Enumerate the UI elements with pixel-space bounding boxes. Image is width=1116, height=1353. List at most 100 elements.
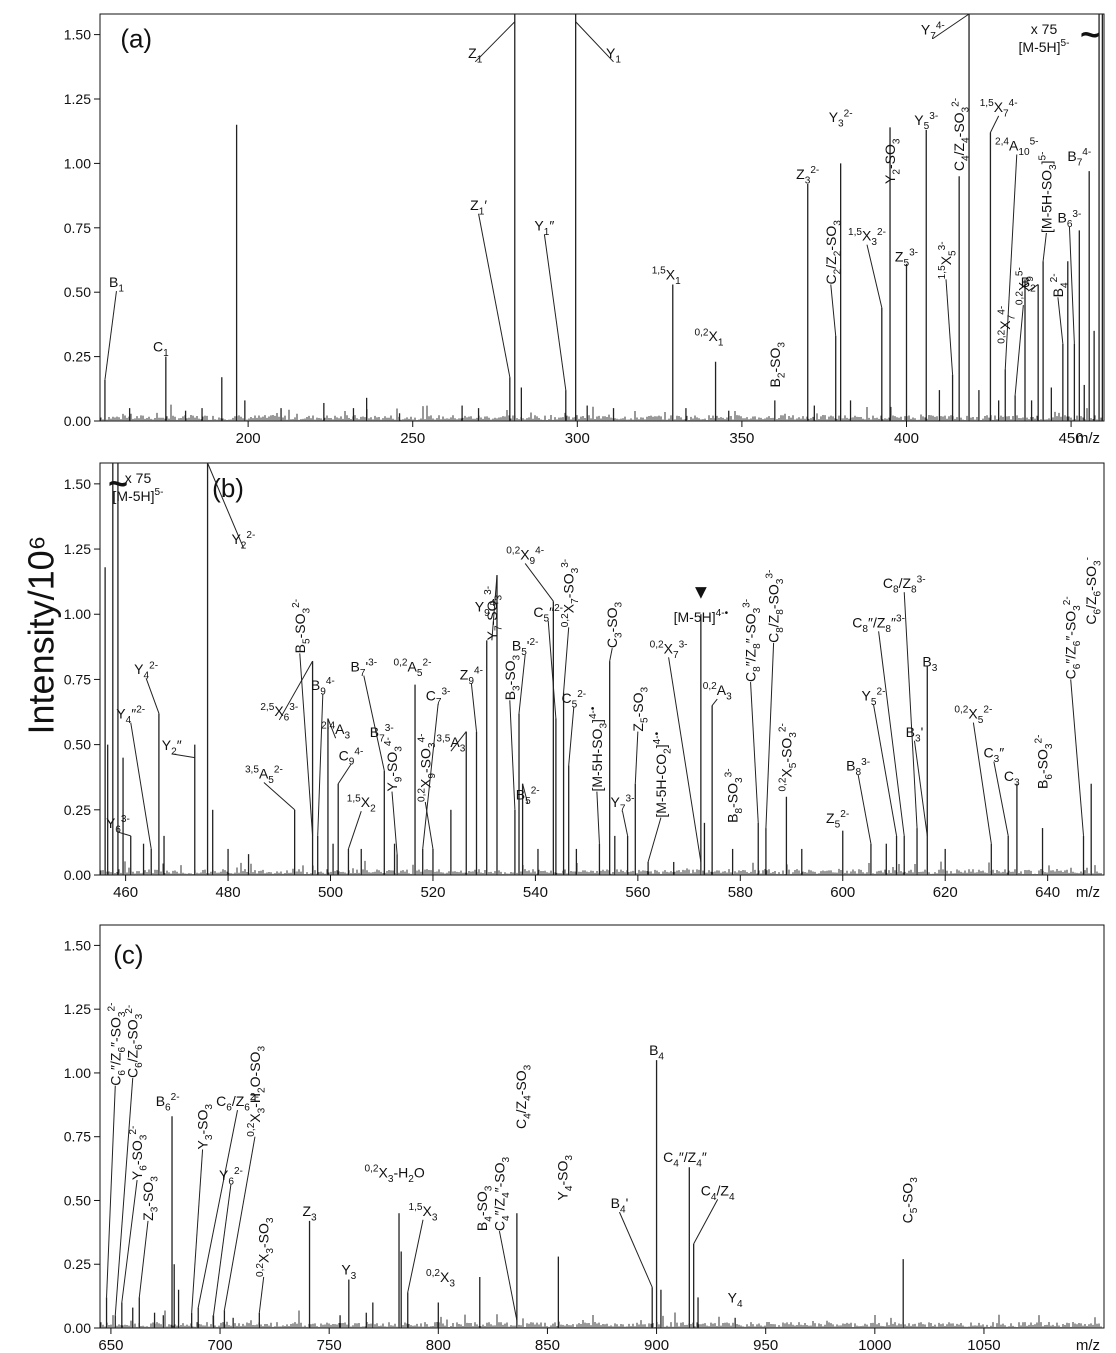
annotation-leader [408,1220,423,1293]
x-tick-label: 800 [426,1337,451,1353]
peak-annotation: 0,2X1 [694,327,723,348]
plot-frame [100,463,1104,875]
annotation-leader [1043,233,1046,261]
panel-label: (c) [113,939,143,969]
peak-annotation: 2,5X63- [260,702,298,723]
annotation-leader [946,279,953,374]
annotation-leader [694,1199,718,1243]
spectrum-panel-a: 0.000.250.500.751.001.251.50200 250 300 350… [0,0,1116,445]
annotation-leader [264,783,295,810]
annotation-leader [1071,679,1084,835]
peak-annotation: B8-SO33- [724,768,745,822]
x-tick-label: 950 [753,1337,778,1353]
annotation-leader [318,694,323,836]
peak-annotation: C73- [426,686,451,707]
peak-annotation: Z1′ [470,197,487,217]
y-tick-label: 1.50 [64,27,91,43]
annotation-leader [669,657,701,862]
peak-annotation: Y1 [606,45,621,65]
y-tick-label: 0.00 [64,1320,91,1336]
peak-annotation: C5″2- [533,603,563,624]
y-tick-label: 0.25 [64,1256,91,1272]
peak-annotation: B83- [846,757,870,778]
y-tick-label: 1.25 [64,1001,91,1017]
y-tick-label: 1.50 [64,937,91,953]
peak-annotation: C6″/Z6″-SO32- [1062,596,1083,679]
annotation-leader [648,818,661,862]
x-tick-label: 480 [216,884,241,901]
y-tick-label: 0.25 [64,349,91,365]
peak-annotation: C4″/Z4″ [663,1149,707,1169]
peak-annotation: 0,2X5-SO32- [778,723,799,791]
peak-annotation: 0,2X3-H2O-SO3 [246,1046,267,1137]
x-tick-label: 540 [523,884,548,901]
peak-annotation: B94- [311,676,335,697]
peak-annotation: B63- [1057,209,1081,230]
peak-annotation: Y53- [914,111,938,132]
peak-annotation: 0,2X9-SO34- [416,734,437,802]
annotation-leader [471,683,476,731]
peak-annotation: Z5-SO3 [630,687,650,732]
peak-annotation: B7'3- [351,658,378,679]
annotation-leader [192,1149,203,1312]
peak-annotation: C8/Z8-SO33- [765,570,786,643]
y-tick-label: 1.00 [64,1065,91,1081]
x-tick-label: 1000 [858,1337,891,1353]
y-tick-label: 0.00 [64,413,91,429]
x-tick-label: 640 [1035,884,1060,901]
annotation-leader [904,592,917,828]
x-tick-label: 580 [728,884,753,901]
y-tick-label: 1.25 [64,91,91,107]
peak-annotation: Y22- [231,530,255,551]
x-tick-label: 900 [644,1337,669,1353]
peak-annotation: Y2-SO3 [882,138,902,184]
peak-annotation: C4/Z4-SO3 [513,1064,533,1129]
peak-annotation: C8″/Z8″-SO33- [742,599,763,682]
annotation-leader [146,678,159,713]
annotation-leader [766,643,774,828]
annotation-leader [259,1277,263,1313]
annotation-leader [105,291,117,380]
peak-annotation: C94- [339,746,364,767]
peak-annotation: Z3-SO3 [140,1176,160,1221]
annotation-leader [712,699,717,705]
annotation-leader [751,682,759,823]
annotation-leader [519,655,525,714]
y-tick-label: 0.75 [64,671,91,687]
peak-annotation: [M-5H-CO2]4-• [652,731,673,817]
annotation-leader [831,284,836,336]
annotation-leader [425,802,433,849]
x-axis-unit: m/z [1076,1337,1100,1353]
peak-annotation: Y32- [829,108,853,129]
y-tick-label: 0.50 [64,737,91,753]
annotation-leader [115,1078,132,1315]
peak-annotation: 0,2X3 [426,1268,455,1289]
panel-label: (b) [212,473,244,503]
peak-annotation: Y4″2- [116,705,145,726]
peak-annotation: Y6-SO32- [128,1126,149,1180]
peak-annotation: 1,5X53- [937,241,958,279]
annotation-leader [139,1221,148,1298]
peak-annotation: 0,2X7-SO33- [560,559,581,627]
y-tick-label: 0.75 [64,1129,91,1145]
plot-frame [100,14,1104,421]
inset-ion-note: [M-5H]5- [1019,38,1070,55]
peak-annotation: B5-SO32- [291,599,312,653]
peak-annotation: B3 [922,653,937,673]
annotation-leader [569,707,574,766]
annotation-leader [610,648,613,661]
baseline-noise [101,405,1101,421]
peak-annotation: Y7-SO33- [483,586,504,640]
peak-annotation: C5-SO3 [900,1177,920,1224]
peak-annotation: C1 [153,338,169,358]
x-tick-label: 1050 [967,1337,1000,1353]
peak-annotation: [M-5H-SO3]4-• [588,706,609,791]
y-tick-label: 1.00 [64,606,91,622]
baseline-noise [101,1310,1101,1328]
y-tick-label: 0.75 [64,220,91,236]
spectrum-panel-c: 0.000.250.500.751.001.251.50650 700 750 800… [0,900,1116,1353]
peak-annotation: 0,2A52- [394,658,432,679]
peak-annotation: B4 [649,1042,664,1062]
x-tick-label: 600 [830,884,855,901]
x-tick-label: 750 [317,1337,342,1353]
